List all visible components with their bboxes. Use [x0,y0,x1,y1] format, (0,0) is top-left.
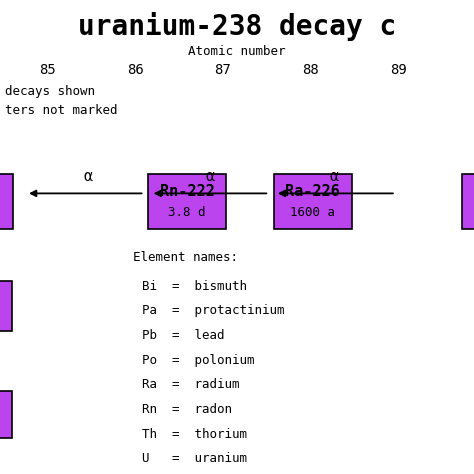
Text: 3.8 d: 3.8 d [168,206,206,219]
Text: α: α [205,169,215,184]
Text: Rn  =  radon: Rn = radon [142,403,232,416]
Text: 85: 85 [39,63,56,77]
Bar [462,174,474,229]
Text: Rn-222: Rn-222 [160,183,215,199]
Text: Pa  =  protactinium: Pa = protactinium [142,304,285,317]
Text: ters not marked: ters not marked [5,104,117,117]
Text: 89: 89 [390,63,407,77]
Text: 1600 a: 1600 a [291,206,335,219]
Text: Pb  =  lead: Pb = lead [142,329,225,342]
Text: Po  =  polonium: Po = polonium [142,354,255,366]
Text: Bi  =  bismuth: Bi = bismuth [142,280,247,292]
Bar [274,174,352,229]
Text: 87: 87 [214,63,231,77]
Text: Ra-226: Ra-226 [285,183,340,199]
Bar [0,281,12,331]
Text: 88: 88 [302,63,319,77]
Text: Ra  =  radium: Ra = radium [142,378,240,391]
Bar [148,174,227,229]
Text: decays shown: decays shown [5,85,95,98]
Bar [0,174,13,229]
Text: 86: 86 [127,63,144,77]
Text: Th  =  thorium: Th = thorium [142,428,247,440]
Bar [0,391,12,438]
Text: Element names:: Element names: [133,251,238,264]
Text: Atomic number: Atomic number [188,45,286,58]
Text: U   =  uranium: U = uranium [142,452,247,465]
Text: α: α [83,169,92,184]
Text: uranium-238 decay c: uranium-238 decay c [78,12,396,41]
Text: α: α [329,169,339,184]
